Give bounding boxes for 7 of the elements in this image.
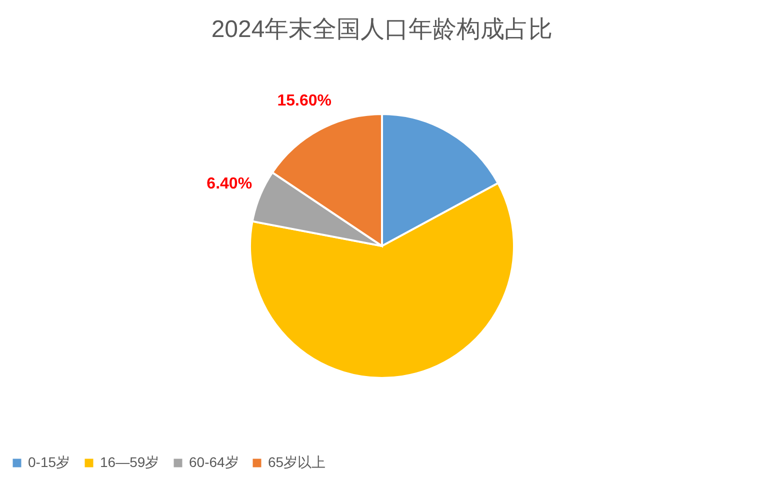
- chart-title: 2024年末全国人口年龄构成占比: [211, 16, 553, 43]
- data-label: 6.40%: [206, 175, 252, 192]
- legend-label: 16—59岁: [100, 454, 160, 470]
- legend-label: 60-64岁: [189, 454, 239, 470]
- legend-label: 65岁以上: [268, 454, 326, 470]
- data-label: 15.60%: [277, 92, 332, 110]
- legend-label: 0-15岁: [28, 454, 70, 470]
